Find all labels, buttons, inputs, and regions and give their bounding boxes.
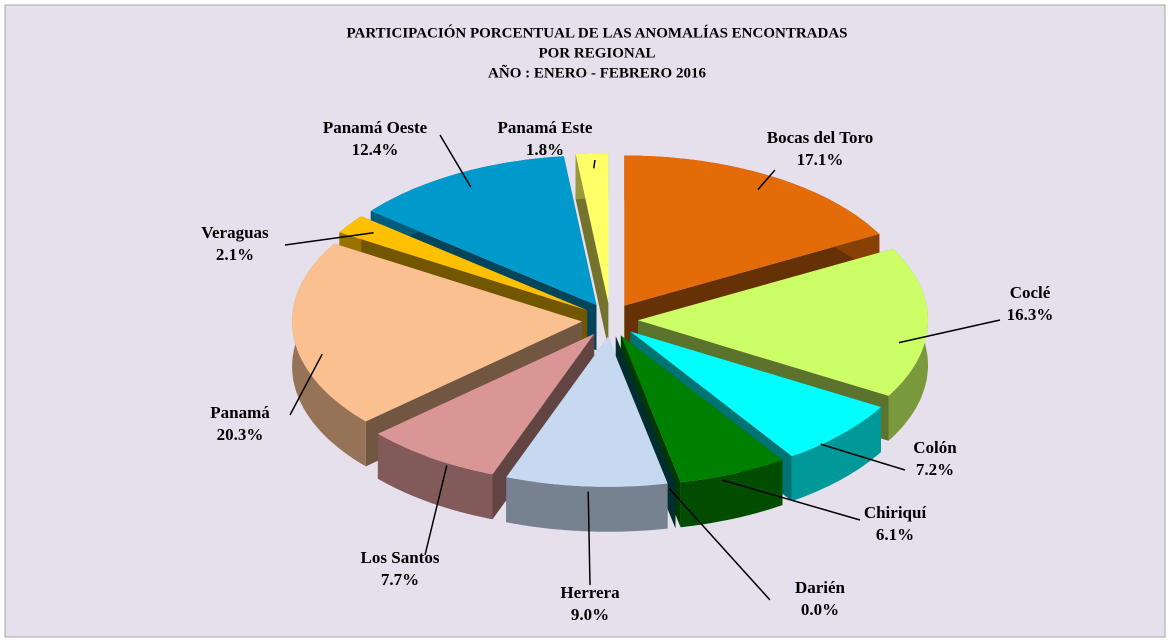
category-label: Colón [913, 438, 957, 457]
value-label: 7.2% [916, 460, 954, 479]
category-label: Herrera [560, 583, 620, 602]
slice [292, 243, 583, 422]
slice-side [791, 407, 881, 502]
value-label: 16.3% [1007, 305, 1054, 324]
slice [630, 331, 881, 457]
value-label: 2.1% [216, 245, 254, 264]
slice-side [377, 433, 493, 520]
leader-line [757, 169, 776, 191]
value-label: 0.0% [801, 600, 839, 619]
leader-line [668, 488, 771, 601]
value-label: 9.0% [571, 605, 609, 624]
slice-side [680, 460, 783, 528]
category-label: Los Santos [361, 548, 440, 567]
category-label: Coclé [1010, 283, 1051, 302]
leader-line [592, 159, 596, 169]
leader-line [289, 353, 323, 416]
slice-side [506, 477, 668, 532]
leader-line [587, 491, 591, 586]
category-label: Darién [795, 578, 846, 597]
category-label: Bocas del Toro [767, 128, 873, 147]
slice [339, 216, 588, 311]
leader-line [898, 319, 1001, 344]
category-label: Veraguas [201, 223, 269, 242]
value-label: 20.3% [217, 425, 264, 444]
value-label: 6.1% [876, 525, 914, 544]
leader-line [722, 479, 861, 521]
slice [370, 156, 597, 306]
category-label: Panamá Este [498, 118, 593, 137]
slice [638, 248, 928, 396]
slice [377, 333, 595, 475]
leader-line [820, 443, 906, 471]
leader-line [424, 465, 448, 556]
slice [506, 336, 668, 487]
slice [575, 153, 609, 349]
category-label: Chiriquí [864, 503, 927, 522]
leader-line [439, 134, 472, 188]
chart-title: PARTICIPACIÓN PORCENTUAL DE LAS ANOMALÍA… [346, 24, 847, 41]
value-label: 7.7% [381, 570, 419, 589]
slice-side [575, 154, 609, 349]
value-label: 12.4% [352, 140, 399, 159]
chart-title: AÑO : ENERO - FEBRERO 2016 [488, 63, 706, 81]
slice [506, 336, 668, 532]
leader-line [284, 231, 374, 246]
category-label: Panamá Oeste [323, 118, 428, 137]
value-label: 17.1% [797, 150, 844, 169]
slice [624, 155, 880, 306]
value-label: 1.8% [526, 140, 564, 159]
slice [620, 335, 783, 483]
category-label: Panamá [210, 403, 270, 422]
slice [575, 153, 609, 304]
chart-title: POR REGIONAL [538, 45, 655, 61]
